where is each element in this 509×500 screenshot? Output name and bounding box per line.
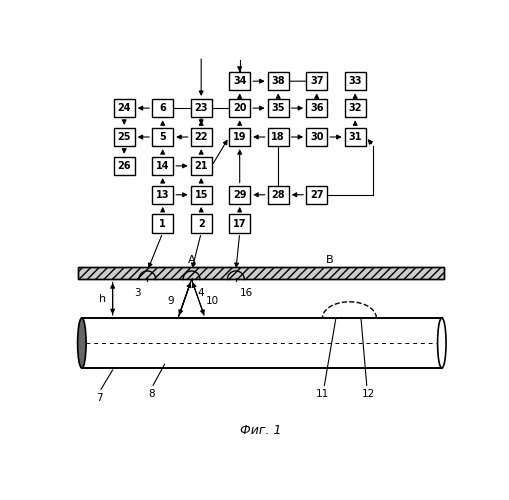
Text: B: B [326,255,334,265]
Text: 21: 21 [194,161,208,171]
FancyBboxPatch shape [152,128,173,146]
Text: 32: 32 [349,103,362,113]
Text: 28: 28 [271,190,285,200]
FancyBboxPatch shape [306,186,327,204]
Text: 13: 13 [156,190,169,200]
FancyBboxPatch shape [306,72,327,90]
FancyBboxPatch shape [152,99,173,117]
FancyBboxPatch shape [190,128,212,146]
Text: 8: 8 [148,389,154,399]
Ellipse shape [438,318,446,368]
FancyBboxPatch shape [190,186,212,204]
Text: 37: 37 [310,76,323,86]
Text: 23: 23 [194,103,208,113]
FancyBboxPatch shape [152,156,173,175]
Text: 4: 4 [198,288,205,298]
Text: 5: 5 [159,132,166,142]
Ellipse shape [77,318,86,368]
FancyBboxPatch shape [114,128,135,146]
Text: 24: 24 [118,103,131,113]
Text: 22: 22 [194,132,208,142]
Text: 14: 14 [156,161,169,171]
FancyBboxPatch shape [229,72,250,90]
Text: 15: 15 [194,190,208,200]
Text: 9: 9 [167,296,174,306]
FancyBboxPatch shape [114,156,135,175]
Text: 2: 2 [198,218,205,228]
Text: 19: 19 [233,132,246,142]
Text: A: A [188,255,195,265]
Text: h: h [99,294,106,304]
FancyBboxPatch shape [229,99,250,117]
FancyBboxPatch shape [268,72,289,90]
Text: 12: 12 [362,389,375,399]
Text: 29: 29 [233,190,246,200]
FancyBboxPatch shape [306,128,327,146]
FancyBboxPatch shape [306,99,327,117]
Text: 36: 36 [310,103,323,113]
Text: 11: 11 [316,389,329,399]
FancyBboxPatch shape [345,99,366,117]
Bar [78,267,444,280]
Text: 30: 30 [310,132,323,142]
FancyBboxPatch shape [190,99,212,117]
Text: 6: 6 [159,103,166,113]
FancyBboxPatch shape [229,214,250,233]
FancyBboxPatch shape [229,128,250,146]
Text: 27: 27 [310,190,323,200]
Text: 3: 3 [134,288,141,298]
Text: 16: 16 [240,288,253,298]
FancyBboxPatch shape [114,99,135,117]
FancyBboxPatch shape [152,214,173,233]
FancyBboxPatch shape [345,72,366,90]
Text: 10: 10 [206,296,219,306]
Text: 34: 34 [233,76,246,86]
Bar [82,318,442,368]
FancyBboxPatch shape [268,128,289,146]
Text: 7: 7 [96,393,102,403]
FancyBboxPatch shape [229,186,250,204]
FancyBboxPatch shape [152,186,173,204]
Text: 18: 18 [271,132,285,142]
Text: 20: 20 [233,103,246,113]
Text: 1: 1 [159,218,166,228]
Bar [78,267,444,280]
Text: 38: 38 [271,76,285,86]
Text: 17: 17 [233,218,246,228]
Text: 33: 33 [349,76,362,86]
Text: 25: 25 [118,132,131,142]
FancyBboxPatch shape [345,128,366,146]
Text: 26: 26 [118,161,131,171]
Text: 31: 31 [349,132,362,142]
FancyBboxPatch shape [268,99,289,117]
FancyBboxPatch shape [268,186,289,204]
Text: 35: 35 [271,103,285,113]
FancyBboxPatch shape [190,214,212,233]
Text: Фиг. 1: Фиг. 1 [240,424,281,438]
FancyBboxPatch shape [190,156,212,175]
